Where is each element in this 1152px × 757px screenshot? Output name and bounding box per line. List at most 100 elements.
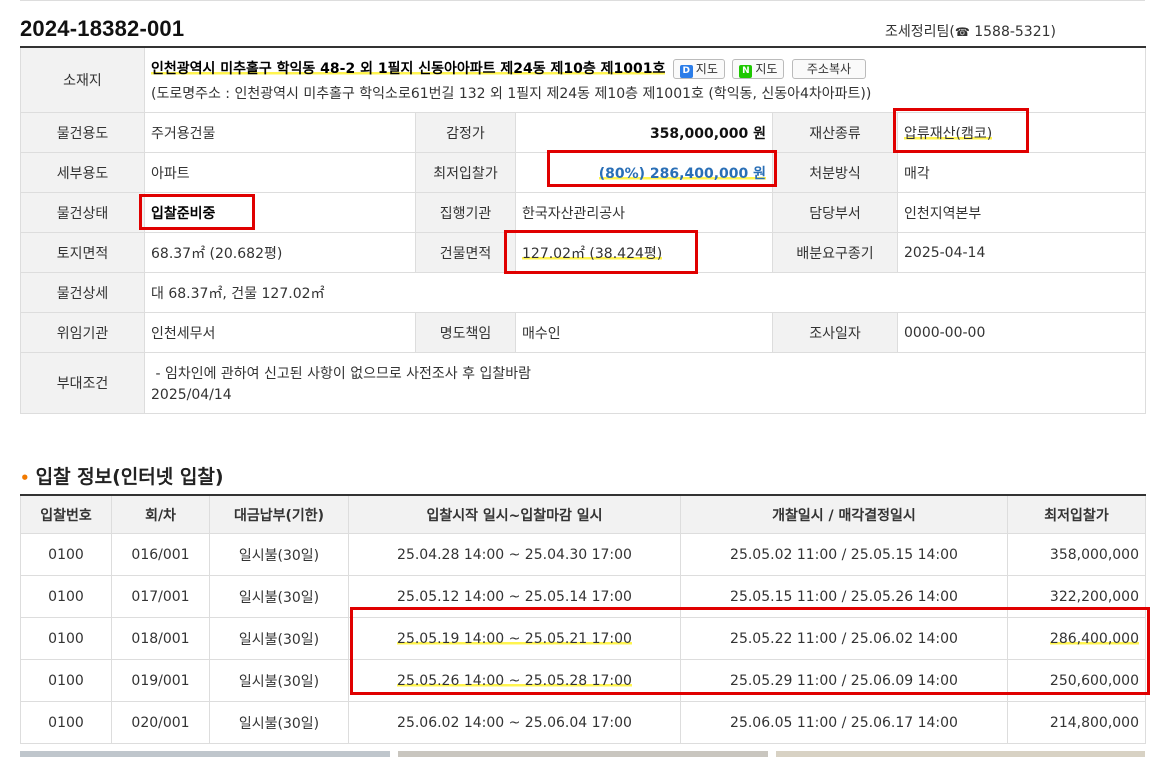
opening-decision: 25.05.22 11:00 / 25.06.02 14:00 [680,617,1008,660]
minimum-price: 286,400,000 [1049,630,1139,647]
bid-number: 0100 [20,701,112,744]
payment-term: 일시불(30일) [209,617,349,660]
bid-period: 25.05.12 14:00 ~ 25.05.14 17:00 [348,575,681,618]
photo-thumbnail[interactable] [20,751,390,757]
bid-number: 0100 [20,575,112,618]
column-header: 최저입찰가 [1007,494,1146,534]
survey-label: 조사일자 [772,312,898,353]
round: 018/001 [111,617,210,660]
payment-term: 일시불(30일) [209,659,349,702]
building-area-value: 127.02㎡ (38.424평) [522,245,663,262]
minimum-price: 214,800,000 [1007,701,1146,744]
min-bid-value: (80%) 286,400,000 원 [598,165,766,182]
address-main: 인천광역시 미추홀구 학익동 48-2 외 1필지 신동아아파트 제24동 제1… [151,60,666,77]
minimum-price-cell: 286,400,000 [1007,617,1146,660]
bid-period: 25.05.19 14:00 ~ 25.05.21 17:00 [397,630,632,647]
table-row: 0100 019/001 일시불(30일) 25.05.26 14:00 ~ 2… [20,659,1146,702]
opening-decision: 25.05.02 11:00 / 25.05.15 14:00 [680,533,1008,576]
executor-value: 한국자산관리공사 [515,192,773,233]
land-area-value: 68.37㎡ (20.682평) [144,232,416,273]
bid-schedule-table: 입찰번호 회/차 대금납부(기한) 입찰시작 일시~입찰마감 일시 개찰일시 /… [20,494,1146,744]
payment-term: 일시불(30일) [209,575,349,618]
top-divider [20,0,1145,1]
round: 016/001 [111,533,210,576]
appraisal-label: 감정가 [415,112,516,153]
property-info-table: 소재지 인천광역시 미추홀구 학익동 48-2 외 1필지 신동아아파트 제24… [20,46,1147,414]
transfer-value: 매수인 [515,312,773,353]
detail-use-label: 세부용도 [20,152,145,193]
detail-use-value: 아파트 [144,152,416,193]
bid-number: 0100 [20,533,112,576]
team-name: 조세정리팀( [884,24,955,40]
daum-map-button[interactable]: D 지도 [672,58,725,79]
bid-period: 25.05.26 14:00 ~ 25.05.28 17:00 [397,672,632,689]
property-type-label: 재산종류 [772,112,898,153]
appraisal-value: 358,000,000 원 [515,112,773,153]
phone-number: 1588-5321) [969,24,1056,40]
bid-period-cell: 25.05.19 14:00 ~ 25.05.21 17:00 [348,617,681,660]
minimum-price: 250,600,000 [1007,659,1146,702]
naver-map-icon: N [739,64,753,78]
photo-thumbnail[interactable] [776,751,1145,757]
address-road: (도로명주소 : 인천광역시 미추홀구 학익소로61번길 132 외 1필지 제… [151,85,872,102]
dept-value: 인천지역본부 [896,192,1147,233]
survey-value: 0000-00-00 [896,312,1147,353]
column-header: 입찰시작 일시~입찰마감 일시 [348,494,681,534]
bid-section-title-text: 입찰 정보(인터넷 입찰) [35,466,224,488]
bid-period: 25.04.28 14:00 ~ 25.04.30 17:00 [348,533,681,576]
bid-period-cell: 25.05.26 14:00 ~ 25.05.28 17:00 [348,659,681,702]
distribution-label: 배분요구종기 [772,232,898,273]
building-area-cell: 127.02㎡ (38.424평) [515,232,773,273]
bid-number: 0100 [20,617,112,660]
min-bid-label: 최저입찰가 [415,152,516,193]
column-header: 대금납부(기한) [209,494,349,534]
conditions-value: - 임차인에 관하여 신고된 사항이 없으므로 사전조사 후 입찰바람 2025… [143,352,1147,414]
min-bid-cell: (80%) 286,400,000 원 [515,152,773,193]
use-value: 주거용건물 [144,112,416,153]
building-area-label: 건물면적 [415,232,516,273]
executor-label: 집행기관 [415,192,516,233]
conditions-label: 부대조건 [20,352,145,414]
payment-term: 일시불(30일) [209,533,349,576]
contact-info: 조세정리팀(☎ 1588-5321) [885,21,1056,41]
table-row: 0100 018/001 일시불(30일) 25.05.19 14:00 ~ 2… [20,617,1146,660]
daum-map-icon: D [679,64,693,78]
transfer-label: 명도책임 [415,312,516,353]
case-number: 2024-18382-001 [20,16,185,41]
location-value: 인천광역시 미추홀구 학익동 48-2 외 1필지 신동아아파트 제24동 제1… [143,46,1147,113]
property-type-cell: 압류재산(캠코) [896,112,1147,153]
table-row: 0100 016/001 일시불(30일) 25.04.28 14:00 ~ 2… [20,533,1146,576]
conditions-line-1: - 임차인에 관하여 신고된 사항이 없으므로 사전조사 후 입찰바람 [151,366,531,382]
round: 019/001 [111,659,210,702]
property-type-value: 압류재산(캠코) [904,125,993,142]
opening-decision: 25.05.15 11:00 / 25.05.26 14:00 [680,575,1008,618]
use-label: 물건용도 [20,112,145,153]
telephone-icon: ☎ [954,25,970,39]
column-header: 회/차 [111,494,210,534]
detail-value: 대 68.37㎡, 건물 127.02㎡ [143,272,1147,313]
round: 020/001 [111,701,210,744]
photo-thumbnail[interactable] [398,751,768,757]
dept-label: 담당부서 [772,192,898,233]
payment-term: 일시불(30일) [209,701,349,744]
bid-period: 25.06.02 14:00 ~ 25.06.04 17:00 [348,701,681,744]
table-row: 0100 020/001 일시불(30일) 25.06.02 14:00 ~ 2… [20,701,1146,744]
opening-decision: 25.06.05 11:00 / 25.06.17 14:00 [680,701,1008,744]
copy-address-button[interactable]: 주소복사 [791,58,867,79]
delegate-value: 인천세무서 [144,312,416,353]
naver-map-button[interactable]: N 지도 [732,58,785,79]
bid-number: 0100 [20,659,112,702]
column-header: 입찰번호 [20,494,112,534]
disposal-value: 매각 [896,152,1147,193]
conditions-line-2: 2025/04/14 [151,387,232,403]
round: 017/001 [111,575,210,618]
distribution-value: 2025-04-14 [896,232,1147,273]
table-row: 0100 017/001 일시불(30일) 25.05.12 14:00 ~ 2… [20,575,1146,618]
status-value: 입찰준비중 [144,192,416,233]
location-label: 소재지 [20,46,145,113]
land-area-label: 토지면적 [20,232,145,273]
status-label: 물건상태 [20,192,145,233]
disposal-label: 처분방식 [772,152,898,193]
bullet-icon: • [20,469,30,487]
minimum-price: 358,000,000 [1007,533,1146,576]
